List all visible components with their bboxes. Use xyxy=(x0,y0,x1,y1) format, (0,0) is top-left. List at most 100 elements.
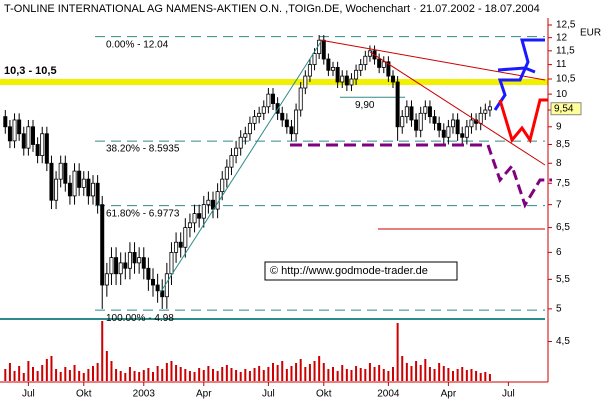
volume-bar xyxy=(253,368,256,381)
volume-bar xyxy=(428,367,431,381)
candle-body xyxy=(77,170,82,188)
volume-bar xyxy=(142,370,145,381)
marker-label: 9,90 xyxy=(355,100,375,111)
volume-bar xyxy=(55,369,58,381)
volume-bar xyxy=(119,371,122,381)
volume-bar xyxy=(461,367,464,381)
candle-body xyxy=(67,182,72,197)
volume-bar xyxy=(170,361,173,381)
volume-bar xyxy=(387,371,390,381)
candle-body xyxy=(395,81,400,128)
volume-bar xyxy=(73,365,76,381)
candle-body xyxy=(423,106,428,114)
volume-bar xyxy=(152,372,155,381)
volume-bar xyxy=(184,369,187,381)
candle-body xyxy=(72,170,77,197)
volume-bar xyxy=(262,370,265,381)
volume-bar xyxy=(235,370,238,381)
candle-body xyxy=(414,119,419,131)
y-tick-label: 8 xyxy=(556,158,562,169)
volume-bar xyxy=(230,368,233,381)
volume-bar xyxy=(488,374,491,381)
volume-bar xyxy=(41,365,44,381)
volume-bar xyxy=(133,371,136,381)
volume-bar xyxy=(382,369,385,381)
candle-body xyxy=(243,133,248,138)
volume-bar xyxy=(207,366,210,381)
volume-bar xyxy=(415,361,418,381)
volume-bar xyxy=(165,363,168,381)
volume-bar xyxy=(105,351,108,381)
volume-bar xyxy=(479,373,482,381)
candle-body xyxy=(418,112,423,131)
x-tick-label: Jul xyxy=(262,389,275,400)
candle-body xyxy=(358,64,363,71)
candle-body xyxy=(386,61,391,77)
candle-body xyxy=(151,278,156,286)
volume-bar xyxy=(452,371,455,381)
candle-body xyxy=(460,133,465,138)
candle-body xyxy=(321,39,326,60)
volume-bar xyxy=(244,369,247,381)
x-tick-label: Apr xyxy=(196,389,212,400)
volume-bar xyxy=(101,321,104,381)
zone-band xyxy=(0,79,548,85)
volume-bar xyxy=(368,363,371,381)
candle-body xyxy=(349,78,354,86)
volume-bar xyxy=(87,369,90,381)
candle-body xyxy=(192,213,197,224)
candle-body xyxy=(220,178,225,193)
volume-bar xyxy=(161,369,164,381)
volume-bar xyxy=(318,356,321,381)
candle-body xyxy=(211,199,216,210)
candle-body xyxy=(54,178,59,201)
volume-bar xyxy=(433,369,436,381)
volume-bar xyxy=(258,366,261,381)
candle-body xyxy=(257,112,262,118)
candle-body xyxy=(478,112,483,124)
volume-bar xyxy=(272,363,275,381)
candle-body xyxy=(224,166,229,180)
candle-body xyxy=(26,126,31,149)
volume-bar xyxy=(290,366,293,381)
candle-body xyxy=(197,213,202,219)
candle-body xyxy=(326,58,331,71)
y-tick-label: 11 xyxy=(556,59,567,70)
volume-bar xyxy=(248,371,251,381)
candle-body xyxy=(12,119,17,142)
level-label: 61.80% - 6.9773 xyxy=(106,208,180,219)
y-tick-label: 6 xyxy=(556,247,562,258)
candle-body xyxy=(169,251,174,275)
candle-body xyxy=(340,75,345,83)
x-tick-label: Apr xyxy=(441,389,457,400)
candle-body xyxy=(201,204,206,219)
volume-bar xyxy=(128,367,131,381)
volume-bar xyxy=(465,370,468,381)
volume-bar xyxy=(419,365,422,381)
volume-bar xyxy=(8,363,11,381)
volume-bar xyxy=(13,371,16,381)
candle-body xyxy=(164,273,169,298)
candle-body xyxy=(137,257,142,264)
volume-bar xyxy=(239,372,242,381)
candle-body xyxy=(331,67,336,71)
volume-bar xyxy=(225,365,228,381)
level-label: 100.00% - 4.98 xyxy=(106,313,174,324)
y-tick-label: 5 xyxy=(556,304,562,315)
y-tick-label: 12 xyxy=(556,32,568,43)
y-tick-label: 7,5 xyxy=(556,178,570,189)
price-box xyxy=(550,102,582,116)
y-tick-label: 4,5 xyxy=(556,336,570,347)
candle-body xyxy=(229,155,234,168)
y-tick-label: 10 xyxy=(556,89,568,100)
volume-bar xyxy=(188,371,191,381)
candle-body xyxy=(114,257,119,275)
volume-bar xyxy=(216,371,219,381)
volume-bar xyxy=(193,372,196,381)
copyright-box xyxy=(264,261,458,281)
volume-bar xyxy=(115,369,118,381)
volume-bar xyxy=(212,369,215,381)
volume-bar xyxy=(124,373,127,381)
